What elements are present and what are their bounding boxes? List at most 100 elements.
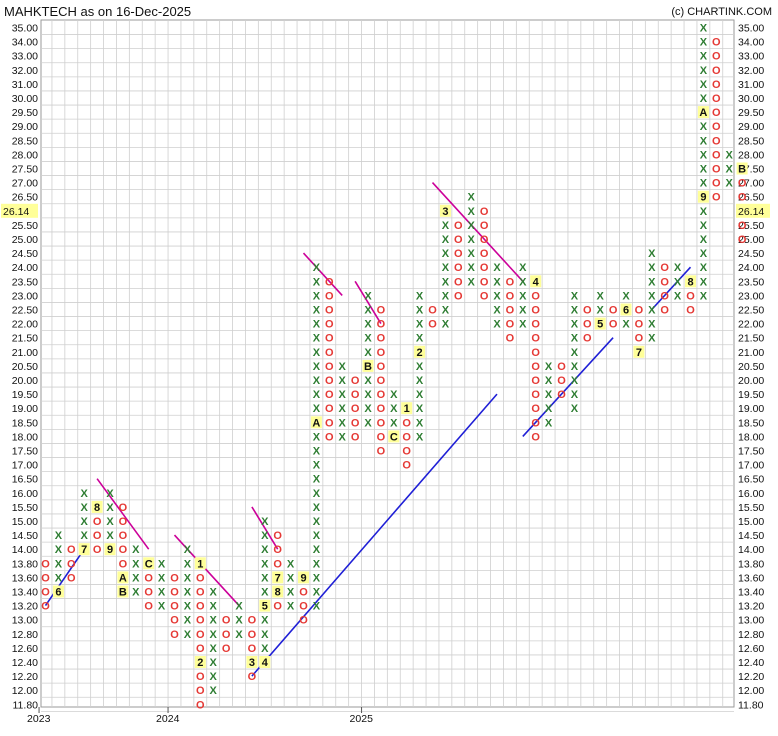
x-mark: X <box>364 319 372 331</box>
o-mark: O <box>170 601 179 613</box>
month-marker-bg <box>362 359 374 372</box>
o-mark: O <box>325 403 334 415</box>
o-mark: O <box>609 305 618 317</box>
x-mark: X <box>390 417 398 429</box>
y-tick-label: 20.50 <box>12 361 38 373</box>
month-marker-bg <box>117 571 129 584</box>
x-mark: X <box>313 530 321 542</box>
x-mark: X <box>648 305 656 317</box>
y-tick-label: 16.00 <box>738 488 764 500</box>
x-mark: X <box>468 220 476 232</box>
x-mark: X <box>468 248 476 260</box>
y-tick-label: 20.50 <box>738 361 764 373</box>
x-mark: X <box>519 305 527 317</box>
o-mark: O <box>299 601 308 613</box>
y-tick-label: 25.00 <box>738 234 764 246</box>
x-mark: X <box>313 572 321 584</box>
month-marker-bg <box>439 204 451 217</box>
x-mark: X <box>313 290 321 302</box>
x-mark: X <box>132 558 140 570</box>
y-tick-label: 18.50 <box>12 417 38 429</box>
month-marker-bg <box>91 500 103 513</box>
month-marker-bg <box>633 345 645 358</box>
month-marker-bg <box>194 557 206 570</box>
y-tick-label: 28.50 <box>738 135 764 147</box>
o-mark: O <box>144 587 153 599</box>
o-mark: O <box>222 643 231 655</box>
o-mark: O <box>738 234 747 246</box>
y-tick-label: 31.00 <box>738 79 764 91</box>
x-mark: X <box>235 601 243 613</box>
y-tick-label: 12.60 <box>12 643 38 655</box>
month-marker-bg <box>620 303 632 316</box>
x-mark: X <box>339 375 347 387</box>
o-mark: O <box>377 347 386 359</box>
x-mark: X <box>648 248 656 260</box>
y-tick-label: 13.60 <box>12 572 38 584</box>
o-mark: O <box>377 403 386 415</box>
o-mark: O <box>480 248 489 260</box>
o-mark: O <box>351 389 360 401</box>
o-mark: O <box>119 502 128 514</box>
o-mark: O <box>170 587 179 599</box>
x-mark: X <box>364 375 372 387</box>
y-tick-label: 26.50 <box>12 192 38 204</box>
x-mark: X <box>519 276 527 288</box>
o-mark: O <box>196 629 205 641</box>
o-mark: O <box>428 305 437 317</box>
last-price-bg-right <box>736 203 770 218</box>
x-mark: X <box>313 305 321 317</box>
month-marker-bg <box>259 656 271 668</box>
x-mark: X <box>493 276 501 288</box>
o-mark: O <box>144 601 153 613</box>
x-mark: X <box>468 192 476 204</box>
o-mark: O <box>557 375 566 387</box>
x-mark: X <box>210 587 218 599</box>
x-mark: X <box>132 587 140 599</box>
y-tick-label: 15.50 <box>738 502 764 514</box>
o-mark: O <box>712 135 721 147</box>
x-mark: X <box>364 389 372 401</box>
month-marker-bg <box>736 162 748 175</box>
x-mark: X <box>158 601 166 613</box>
y-tick-label: 28.00 <box>12 149 38 161</box>
month-marker: 5 <box>597 319 603 331</box>
y-tick-label: 27.00 <box>738 178 764 190</box>
o-mark: O <box>248 615 257 627</box>
o-mark: O <box>454 234 463 246</box>
x-mark: X <box>106 530 114 542</box>
month-marker: A <box>119 572 127 584</box>
month-marker-bg <box>414 345 426 358</box>
o-mark: O <box>660 290 669 302</box>
x-mark: X <box>571 305 579 317</box>
o-mark: O <box>377 389 386 401</box>
y-tick-label: 13.40 <box>12 587 38 599</box>
y-tick-label: 25.00 <box>12 234 38 246</box>
x-mark: X <box>184 544 192 556</box>
y-tick-label: 19.00 <box>12 403 38 415</box>
month-marker: 7 <box>636 347 642 359</box>
o-mark: O <box>196 601 205 613</box>
x-mark: X <box>313 502 321 514</box>
o-mark: O <box>325 389 334 401</box>
o-mark: O <box>248 629 257 641</box>
x-mark: X <box>700 290 708 302</box>
x-mark: X <box>81 502 89 514</box>
x-mark: X <box>210 657 218 669</box>
month-marker: 2 <box>197 657 203 669</box>
x-mark: X <box>545 403 553 415</box>
o-mark: O <box>273 601 282 613</box>
x-mark: X <box>700 164 708 176</box>
y-tick-label: 17.00 <box>738 460 764 472</box>
o-mark: O <box>196 572 205 584</box>
x-mark: X <box>106 516 114 528</box>
x-mark: X <box>313 446 321 458</box>
x-mark: X <box>261 629 269 641</box>
month-marker: 9 <box>107 544 113 556</box>
o-mark: O <box>196 615 205 627</box>
o-mark: O <box>531 333 540 345</box>
x-mark: X <box>700 65 708 77</box>
o-mark: O <box>402 431 411 443</box>
o-mark: O <box>557 389 566 401</box>
x-mark: X <box>313 403 321 415</box>
